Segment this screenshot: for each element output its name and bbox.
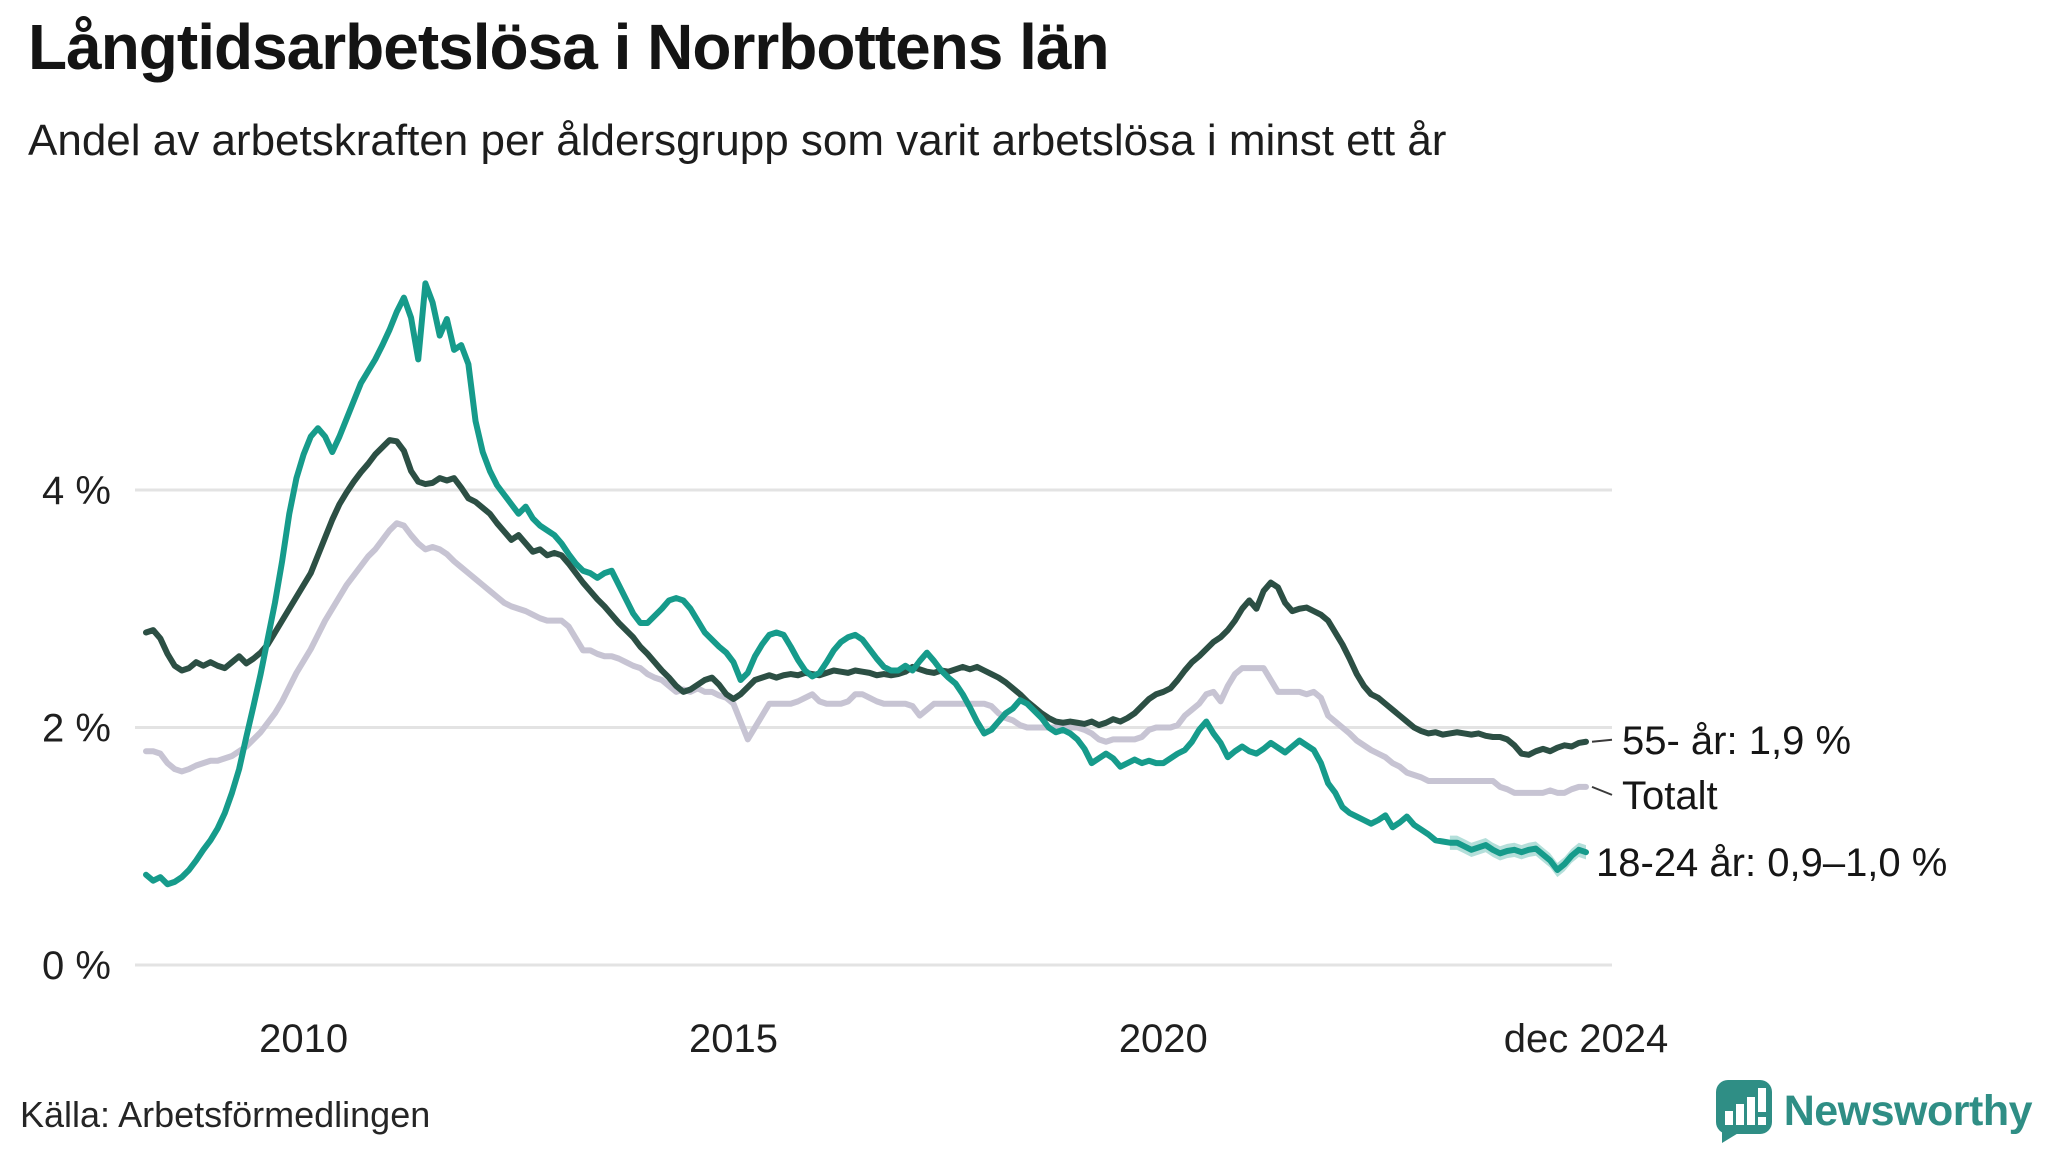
x-axis-label: 2020 — [1119, 1017, 1208, 1061]
y-axis-label: 0 % — [42, 944, 111, 988]
newsworthy-logo: Newsworthy — [1714, 1078, 2033, 1144]
confidence-band — [1449, 835, 1586, 878]
series-line-55-r — [143, 437, 1589, 758]
y-axis-label: 2 % — [42, 707, 111, 751]
series-end-label-55-r: 55- år: 1,9 % — [1622, 719, 1851, 763]
newsworthy-icon — [1715, 1080, 1772, 1143]
y-axis-label: 4 % — [42, 469, 111, 513]
series-end-label-18-24-r: 18-24 år: 0,9–1,0 % — [1596, 841, 1947, 885]
page-title: Långtidsarbetslösa i Norrbottens län — [28, 11, 1110, 83]
series-line-18-24-r — [143, 280, 1589, 888]
series-line-totalt — [143, 520, 1589, 796]
x-axis-label: dec 2024 — [1504, 1017, 1669, 1061]
page-subtitle: Andel av arbetskraften per åldersgrupp s… — [28, 116, 1447, 165]
label-connector — [1591, 785, 1613, 796]
label-connector — [1591, 738, 1613, 743]
newsworthy-wordmark: Newsworthy — [1783, 1086, 2033, 1135]
source-note: Källa: Arbetsförmedlingen — [20, 1094, 431, 1135]
x-axis-label: 2010 — [259, 1017, 348, 1061]
x-axis-label: 2015 — [689, 1017, 778, 1061]
series-end-label-totalt: Totalt — [1622, 774, 1718, 818]
